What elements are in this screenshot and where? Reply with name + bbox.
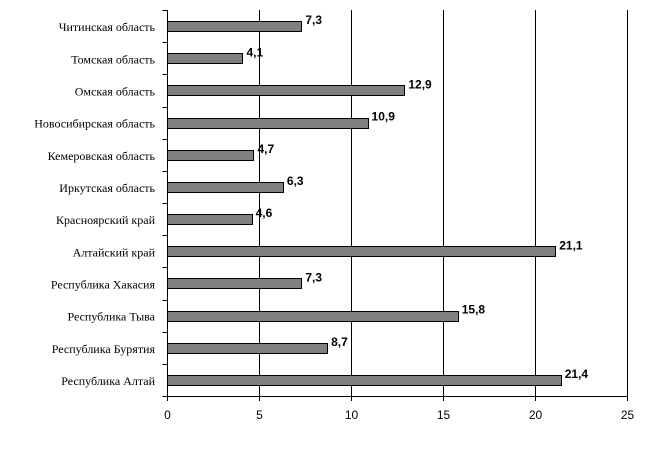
data-label: 21,1 [559, 238, 583, 252]
axes [162, 10, 628, 401]
data-label: 10,9 [372, 110, 396, 124]
bar [167, 85, 405, 96]
category-label: Республика Хакасия [51, 277, 156, 291]
category-label: Республика Алтай [61, 374, 155, 388]
bar [167, 375, 562, 386]
data-label: 4,6 [256, 206, 273, 220]
grid-lines [259, 10, 628, 396]
category-label: Кемеровская область [48, 149, 156, 163]
category-label: Иркутская область [59, 181, 155, 195]
x-tick-labels: 0 5 10 15 20 25 [164, 408, 634, 422]
x-tick-label: 10 [345, 408, 359, 422]
bar [167, 214, 253, 225]
bar [167, 182, 284, 193]
data-label: 21,4 [565, 367, 589, 381]
data-label: 15,8 [462, 303, 486, 317]
data-label: 4,1 [246, 45, 263, 59]
category-label: Новосибирская область [34, 117, 155, 131]
x-tick-label: 0 [164, 408, 171, 422]
bar [167, 278, 302, 289]
data-label: 8,7 [331, 335, 348, 349]
category-label: Красноярский край [56, 213, 156, 227]
category-label: Читинская область [59, 20, 156, 34]
data-label: 4,7 [257, 142, 274, 156]
x-tick-label: 15 [437, 408, 451, 422]
x-tick-label: 20 [529, 408, 543, 422]
bar [167, 246, 556, 257]
data-label: 7,3 [305, 13, 322, 27]
bar [167, 118, 369, 129]
bar [167, 150, 254, 161]
bar [167, 311, 459, 322]
data-label: 12,9 [408, 77, 432, 91]
x-tick-label: 5 [256, 408, 263, 422]
data-label: 6,3 [287, 174, 304, 188]
category-label: Алтайский край [73, 245, 156, 259]
bar [167, 21, 302, 32]
bar [167, 53, 243, 64]
category-label: Республика Тыва [67, 310, 155, 324]
bar [167, 343, 328, 354]
x-tick-label: 25 [621, 408, 635, 422]
category-labels: Читинская область Томская область Омская о… [34, 20, 155, 388]
category-label: Томская область [71, 52, 155, 66]
data-label: 7,3 [305, 270, 322, 284]
category-label: Омская область [75, 84, 156, 98]
data-labels: 7,3 4,1 12,9 10,9 4,7 6,3 4,6 21,1 7,3 15,8 8,7 21,… [246, 13, 588, 381]
category-label: Республика Бурятия [52, 342, 156, 356]
bars [167, 21, 562, 386]
